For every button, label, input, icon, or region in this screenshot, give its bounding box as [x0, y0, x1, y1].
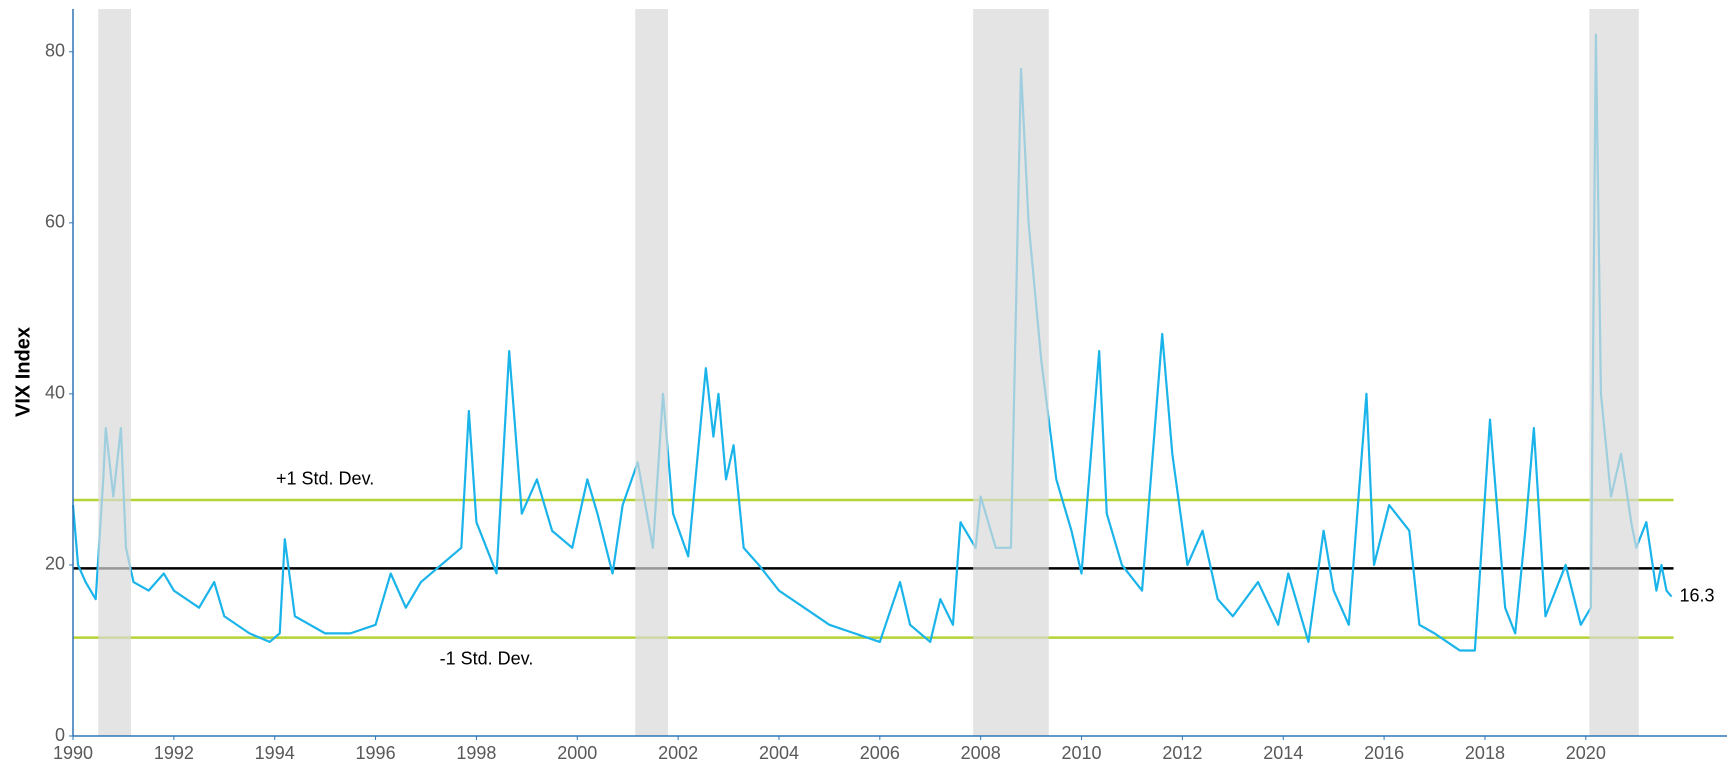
x-tick-label: 2012 [1162, 743, 1202, 763]
x-tick-label: 1992 [154, 743, 194, 763]
shaded-region [98, 9, 131, 736]
x-tick-label: 2014 [1263, 743, 1303, 763]
end-value-label: 16.3 [1680, 585, 1715, 605]
y-tick-label: 40 [45, 383, 65, 403]
y-tick-label: 80 [45, 41, 65, 61]
x-tick-label: 2010 [1062, 743, 1102, 763]
reference-label: +1 Std. Dev. [276, 469, 374, 489]
x-tick-label: 2008 [961, 743, 1001, 763]
x-tick-label: 2018 [1465, 743, 1505, 763]
x-tick-label: 2004 [759, 743, 799, 763]
y-tick-label: 0 [55, 725, 65, 745]
shaded-region [973, 9, 1049, 736]
y-tick-label: 60 [45, 212, 65, 232]
x-tick-label: 2006 [860, 743, 900, 763]
x-tick-label: 1994 [255, 743, 295, 763]
x-tick-label: 1998 [456, 743, 496, 763]
x-tick-label: 2020 [1566, 743, 1606, 763]
x-tick-label: 1990 [53, 743, 93, 763]
reference-label: -1 Std. Dev. [440, 648, 534, 668]
shaded-region [1589, 9, 1639, 736]
shaded-region [635, 9, 669, 736]
x-tick-label: 2016 [1364, 743, 1404, 763]
x-tick-label: 2002 [658, 743, 698, 763]
series-line [71, 33, 1673, 652]
x-tick-label: 1996 [356, 743, 396, 763]
x-tick-label: 2000 [557, 743, 597, 763]
y-tick-label: 20 [45, 554, 65, 574]
y-axis-label: VIX Index [12, 327, 34, 417]
